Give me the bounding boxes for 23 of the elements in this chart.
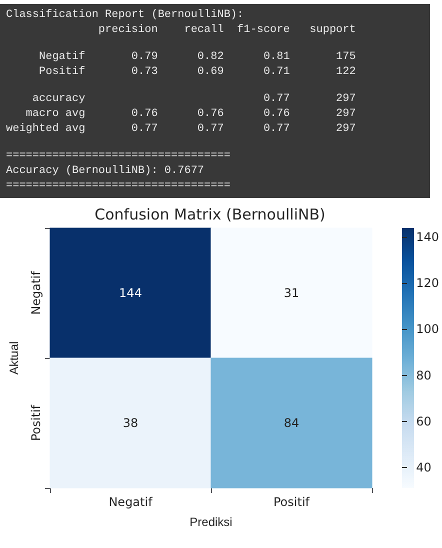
y-axis-title: Aktual [7,341,21,375]
color-bar-label: 60 [416,414,432,428]
color-bar-label: 140 [416,230,439,244]
text: ================================== [6,179,232,194]
data-label: 144 [119,286,142,300]
text: accuracy 0.77 297 [31,92,357,107]
text: Positif 0.73 0.69 0.71 122 [38,65,357,80]
data-label: 38 [122,416,138,430]
data-label: 31 [284,286,300,300]
color-bar-label: 40 [416,460,432,474]
color-bar-label: 100 [416,322,439,336]
chart-title: Confusion Matrix (BernoulliNB) [94,206,326,224]
text: ================================== [6,149,232,164]
text: precision recall f1-score support [97,23,357,38]
data-label: 84 [284,416,300,430]
text: Negatif 0.79 0.82 0.81 175 [38,50,357,65]
x-axis-title: Prediksi [190,515,232,529]
text: macro avg 0.76 0.76 0.76 297 [24,107,357,122]
color-bar-label: 80 [416,368,432,382]
text: weighted avg 0.77 0.77 0.77 297 [6,122,357,137]
text: Accuracy (BernoulliNB): 0.7677 [6,164,206,179]
text: Classification Report (BernoulliNB): [6,8,245,23]
color-bar-label: 120 [416,276,439,290]
